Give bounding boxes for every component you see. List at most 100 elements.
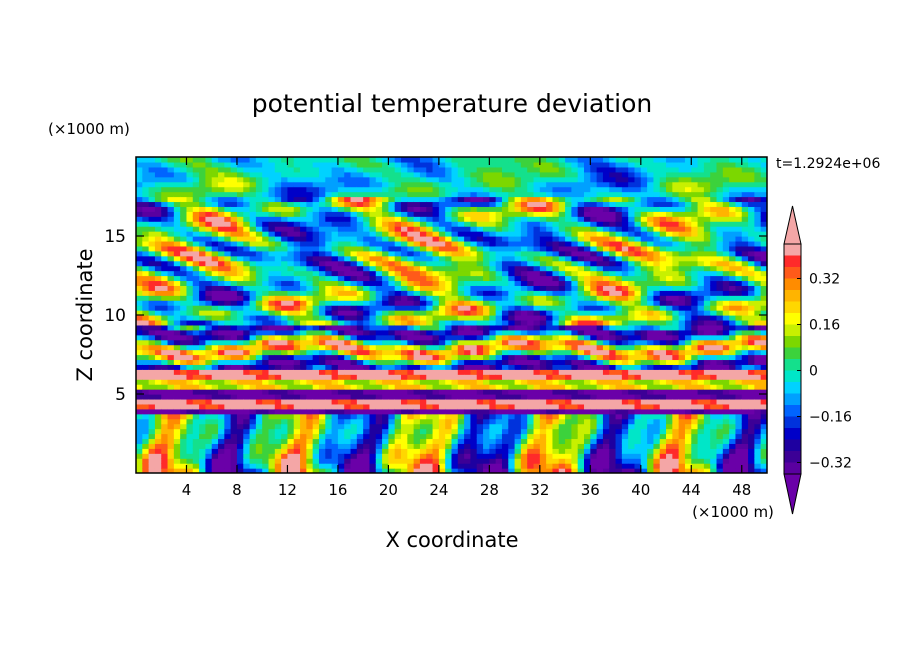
heatmap-cell <box>464 438 472 444</box>
heatmap-cell <box>148 438 156 444</box>
heatmap-cell <box>539 344 547 351</box>
heatmap-cell <box>142 458 150 464</box>
heatmap-cell <box>224 166 232 173</box>
heatmap-cell <box>312 280 320 286</box>
heatmap-cell <box>356 394 364 400</box>
heatmap-cell <box>325 394 333 400</box>
heatmap-cell <box>577 389 585 395</box>
heatmap-cell <box>401 226 408 232</box>
heatmap-cell <box>401 433 408 440</box>
heatmap-cell <box>300 379 307 385</box>
heatmap-cell <box>142 394 150 400</box>
heatmap-cell <box>394 300 402 306</box>
heatmap-cell <box>331 349 339 356</box>
heatmap-cell <box>602 389 610 395</box>
heatmap-cell <box>382 364 389 370</box>
heatmap-cell <box>571 329 579 336</box>
heatmap-cell <box>236 216 244 222</box>
heatmap-cell <box>318 221 326 227</box>
heatmap-cell <box>577 280 585 286</box>
heatmap-cell <box>243 211 251 217</box>
heatmap-cell <box>281 428 289 435</box>
heatmap-cell <box>584 226 591 232</box>
heatmap-cell <box>243 300 251 306</box>
heatmap-cell <box>356 448 364 454</box>
heatmap-cell <box>161 468 169 473</box>
heatmap-cell <box>173 191 181 198</box>
heatmap-cell <box>584 310 591 316</box>
heatmap-cell <box>211 171 219 178</box>
heatmap-cell <box>527 339 535 346</box>
heatmap-cell <box>243 349 251 356</box>
heatmap-cell <box>388 305 396 311</box>
heatmap-cell <box>483 319 490 326</box>
heatmap-cell <box>584 265 591 272</box>
heatmap-cell <box>489 270 497 277</box>
heatmap-cell <box>268 240 276 247</box>
heatmap-cell <box>590 398 598 405</box>
heatmap-cell <box>167 270 175 277</box>
heatmap-cell <box>457 418 465 425</box>
heatmap-cell <box>312 315 320 321</box>
heatmap-cell <box>249 433 257 440</box>
heatmap-cell <box>489 290 497 296</box>
heatmap-cell <box>558 339 566 346</box>
heatmap-cell <box>476 354 484 361</box>
heatmap-cell <box>432 171 440 178</box>
heatmap-cell <box>445 349 453 356</box>
heatmap-cell <box>243 413 251 420</box>
heatmap-cell <box>148 300 156 306</box>
heatmap-cell <box>293 359 301 365</box>
heatmap-cell <box>281 413 289 420</box>
heatmap-cell <box>318 433 326 440</box>
heatmap-cell <box>363 275 371 282</box>
heatmap-cell <box>426 280 434 286</box>
heatmap-cell <box>318 443 326 449</box>
heatmap-cell <box>268 255 276 262</box>
heatmap-cell <box>438 275 446 282</box>
heatmap-cell <box>426 171 434 178</box>
heatmap-cell <box>180 157 188 163</box>
heatmap-cell <box>464 265 472 272</box>
heatmap-cell <box>565 423 572 430</box>
heatmap-cell <box>602 443 610 449</box>
heatmap-cell <box>243 398 251 405</box>
heatmap-cell <box>584 379 591 385</box>
heatmap-cell <box>268 305 276 311</box>
heatmap-cell <box>533 315 541 321</box>
heatmap-cell <box>218 468 225 473</box>
heatmap-cell <box>483 463 490 469</box>
heatmap-cell <box>306 315 314 321</box>
heatmap-cell <box>602 305 610 311</box>
heatmap-cell <box>180 275 188 282</box>
heatmap-cell <box>596 255 604 262</box>
heatmap-cell <box>533 418 541 425</box>
heatmap-cell <box>483 398 490 405</box>
heatmap-cell <box>249 260 257 267</box>
heatmap-cell <box>602 226 610 232</box>
heatmap-cell <box>438 290 446 296</box>
heatmap-cell <box>457 176 465 183</box>
heatmap-cell <box>312 423 320 430</box>
heatmap-cell <box>426 443 434 449</box>
heatmap-cell <box>621 349 629 356</box>
heatmap-cell <box>369 245 377 252</box>
heatmap-cell <box>224 290 232 296</box>
heatmap-cell <box>571 221 579 227</box>
heatmap-cell <box>350 280 358 286</box>
heatmap-cell <box>369 310 377 316</box>
heatmap-cell <box>312 398 320 405</box>
heatmap-cell <box>514 270 522 277</box>
heatmap-cell <box>489 394 497 400</box>
heatmap-cell <box>571 428 579 435</box>
heatmap-cell <box>312 349 320 356</box>
heatmap-cell <box>413 458 421 464</box>
heatmap-cell <box>312 374 320 380</box>
heatmap-cell <box>167 236 175 242</box>
heatmap-cell <box>142 305 150 311</box>
heatmap-cell <box>520 438 528 444</box>
heatmap-cell <box>615 428 623 435</box>
heatmap-cell <box>596 344 604 351</box>
heatmap-cell <box>401 403 408 410</box>
heatmap-cell <box>274 359 282 365</box>
